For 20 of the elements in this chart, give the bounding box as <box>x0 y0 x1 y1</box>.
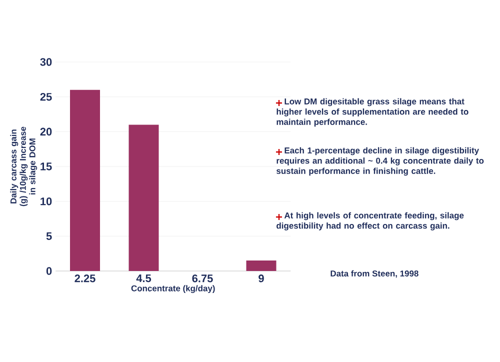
bar <box>246 260 276 271</box>
text: Data from Steen, 1998 <box>330 270 418 278</box>
x-tick-label: 6.75 <box>192 274 213 282</box>
x-tick-label: 9 <box>258 274 264 282</box>
x-axis-title: Concentrate (kg/day) <box>131 285 215 294</box>
bar <box>128 124 159 271</box>
annotation: Low DM digesitable grass silage means that higher levels of supplementation are needed to maintain performance. <box>276 98 468 127</box>
y-tick-label: 30 <box>40 58 52 66</box>
annotation: Each 1-percentage decline in silage digestibility requires an additional ~ 0.4 kg concentrate daily to sustain performance in finishing cattle. <box>276 147 484 176</box>
bar <box>70 90 100 271</box>
y-tick-label: 20 <box>40 128 52 136</box>
x-tick-label: 4.5 <box>136 274 152 282</box>
y-tick-label: 15 <box>40 162 52 170</box>
y-axis-title: Daily carcass gain (g) /10g/kg Increase in silage DOM <box>10 126 38 206</box>
x-tick-label: 2.25 <box>74 274 96 282</box>
y-tick-label: 25 <box>40 92 52 101</box>
y-tick-label: 10 <box>40 197 52 206</box>
annotation: At high levels of concentrate feeding, silage digestibility had no effect on carcass gain. <box>276 212 464 230</box>
y-tick-label: 5 <box>46 232 52 240</box>
y-tick-label: 0 <box>46 267 52 275</box>
